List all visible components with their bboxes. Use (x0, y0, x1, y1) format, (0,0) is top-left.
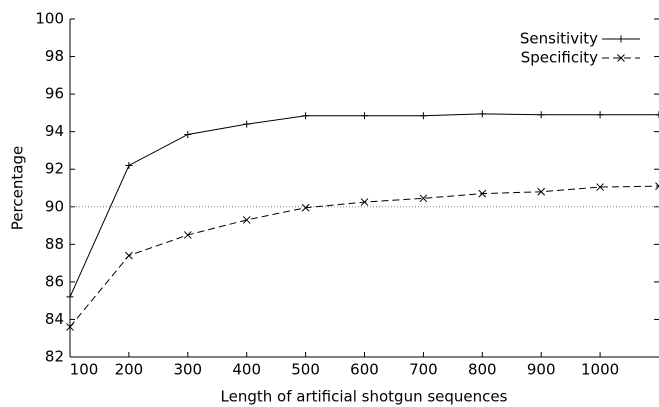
legend-label: Specificity (521, 49, 598, 67)
y-axis-label: Percentage (9, 146, 27, 230)
data-point (183, 231, 192, 239)
y-tick-label: 100 (35, 10, 64, 28)
data-point (419, 194, 428, 203)
legend-marker (617, 54, 625, 62)
data-point (301, 203, 310, 212)
data-point (125, 161, 133, 169)
y-tick-label: 88 (45, 235, 64, 253)
data-point (66, 293, 74, 301)
data-point (478, 189, 487, 198)
x-tick-label: 300 (173, 361, 202, 379)
legend-label: Sensitivity (520, 30, 598, 48)
data-point (360, 198, 369, 206)
x-tick-label: 900 (527, 361, 556, 379)
data-point (184, 130, 192, 138)
x-tick-label: 1000 (581, 361, 619, 379)
y-tick-label: 86 (45, 272, 64, 290)
data-point (302, 112, 310, 120)
data-point (243, 120, 251, 128)
x-tick-label: 600 (350, 361, 379, 379)
data-point (537, 187, 546, 196)
y-tick-label: 92 (45, 160, 64, 178)
data-point (655, 182, 659, 190)
y-tick-label: 84 (45, 310, 64, 328)
series-line (69, 113, 659, 298)
data-point (596, 111, 604, 119)
x-tick-label: 700 (409, 361, 438, 379)
x-tick-label: 200 (115, 361, 144, 379)
data-point (66, 323, 74, 331)
data-point (596, 183, 604, 191)
y-tick-label: 82 (45, 348, 64, 366)
x-axis-label: Length of artificial shotgun sequences (221, 388, 508, 406)
y-tick-label: 94 (45, 122, 64, 140)
data-point (655, 111, 659, 119)
data-point (419, 112, 427, 120)
data-point (361, 112, 368, 120)
y-tick-label: 96 (45, 85, 64, 103)
data-point (125, 251, 133, 260)
data-point (478, 110, 486, 118)
y-tick-label: 98 (45, 47, 64, 65)
data-point (242, 216, 251, 224)
x-tick-label: 400 (232, 361, 261, 379)
legend-marker (617, 35, 625, 43)
x-tick-label: 100 (70, 361, 99, 379)
x-tick-label: 800 (468, 361, 497, 379)
data-point (537, 111, 545, 119)
x-tick-label: 500 (291, 361, 320, 379)
y-tick-label: 90 (45, 197, 64, 215)
